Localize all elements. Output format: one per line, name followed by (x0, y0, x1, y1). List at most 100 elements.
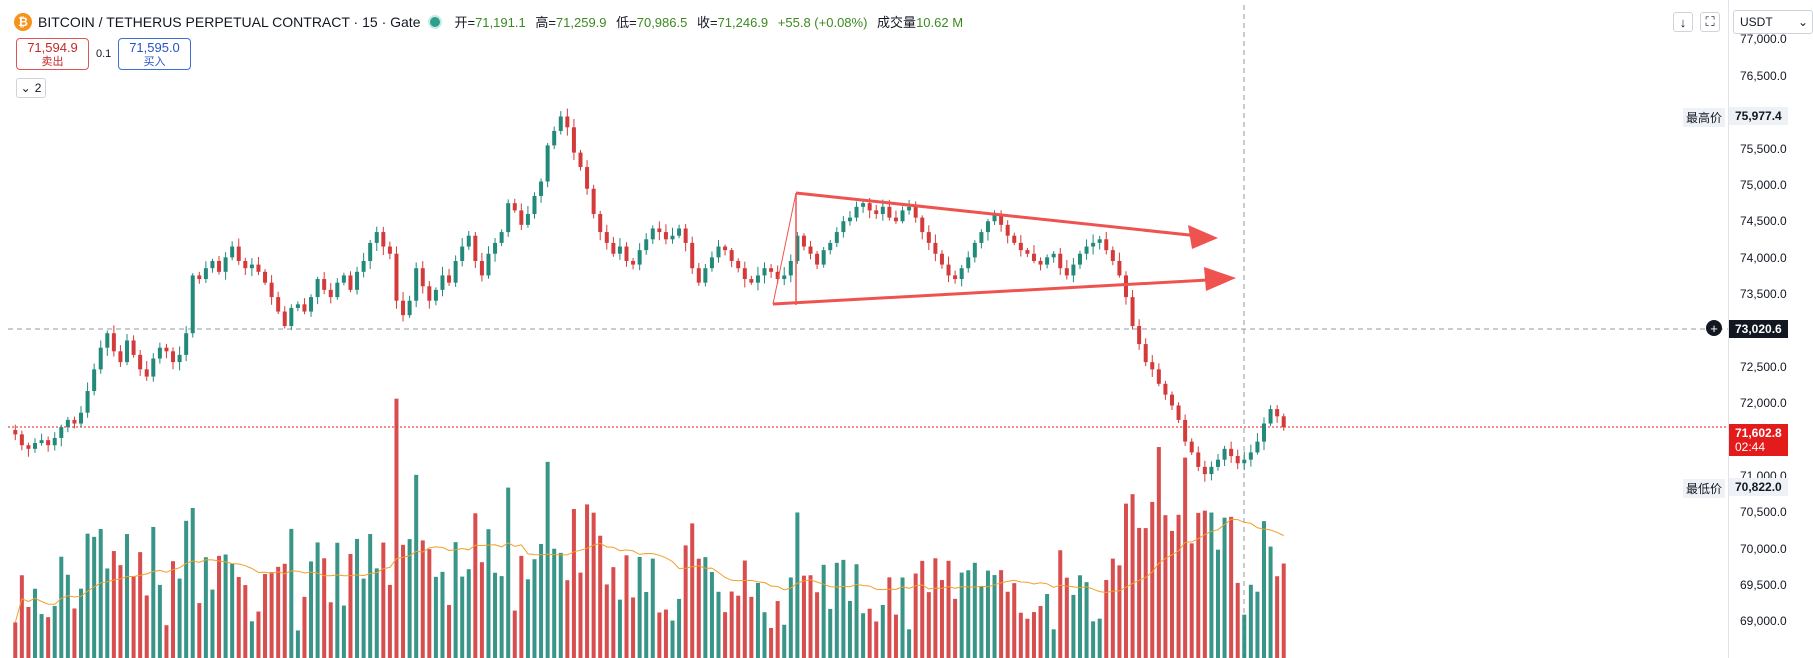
candle-body (716, 246, 721, 258)
volume-bar (539, 543, 544, 658)
candle-body (164, 347, 169, 352)
volume-bar (644, 592, 649, 658)
volume-bar (769, 627, 774, 658)
volume-bar (1189, 543, 1194, 658)
arrow-head-lower (1204, 267, 1236, 291)
candle-body (1045, 257, 1050, 265)
volume-bar (506, 487, 511, 658)
volume-bar (52, 605, 57, 658)
candle-body (98, 347, 103, 370)
volume-bar (374, 568, 379, 658)
candle-body (328, 289, 333, 298)
volume-bar (585, 504, 590, 658)
candle-body (414, 268, 419, 301)
candle-body (795, 235, 800, 261)
volume-bar (65, 574, 70, 658)
candle-body (1077, 253, 1082, 265)
buy-button[interactable]: 71,595.0 买入 (118, 38, 191, 70)
volume-bar (72, 608, 77, 658)
volume-bar (1117, 565, 1122, 658)
volume-bar (512, 610, 517, 658)
candle-body (893, 217, 898, 222)
volume-bar (401, 544, 406, 658)
volume-bar (263, 574, 268, 658)
buy-label: 买入 (143, 56, 166, 68)
volume-bar (887, 577, 892, 658)
volume-bar (670, 620, 675, 658)
candle-body (210, 260, 215, 269)
volume-bar (795, 512, 800, 658)
volume-bar (420, 540, 425, 658)
volume-bar (131, 576, 136, 658)
high-value: 71,259.9 (555, 15, 607, 30)
fullscreen-button[interactable]: ⛶ (1700, 12, 1720, 32)
volume-bar (269, 572, 274, 658)
candle-body (1242, 459, 1247, 464)
symbol-title[interactable]: BITCOIN / TETHERUS PERPETUAL CONTRACT · … (38, 13, 421, 30)
volume-bar (381, 542, 386, 658)
volume-value: 10.62 M (916, 15, 964, 30)
candle-body (447, 275, 452, 283)
candle-body (1071, 264, 1076, 276)
arrow-head-upper (1188, 225, 1218, 249)
volume-bar (742, 560, 747, 658)
indicator-toggle[interactable]: ⌄ 2 (16, 78, 46, 98)
price-tick: 77,000.0 (1740, 32, 1787, 46)
sell-price: 71,594.9 (27, 40, 78, 55)
volume-bar (617, 599, 622, 658)
volume-bar (854, 564, 859, 658)
candle-body (1281, 416, 1286, 428)
volume-bar (1176, 514, 1181, 658)
volume-bar (834, 562, 839, 658)
price-tick: 69,500.0 (1740, 578, 1787, 592)
volume-bar (190, 508, 195, 658)
low-price-label: 最低价 (1683, 479, 1726, 498)
volume-bar (105, 568, 110, 658)
candle-body (657, 228, 662, 233)
volume-bar (979, 585, 984, 658)
candle-body (427, 286, 432, 301)
add-alert-icon[interactable]: + (1706, 320, 1722, 336)
volume-bar (118, 565, 123, 658)
candle-body (190, 275, 195, 334)
chart-area[interactable] (8, 5, 1728, 658)
volume-bar (677, 598, 682, 658)
candle-body (782, 275, 787, 280)
candle-body (525, 214, 530, 225)
spread-value: 0.1 (96, 48, 112, 60)
candle-body (493, 242, 498, 254)
volume-bar (847, 600, 852, 658)
volume-bar (111, 551, 116, 658)
price-tick: 76,500.0 (1740, 69, 1787, 83)
volume-bar (295, 630, 300, 658)
arrow-down-icon: ↓ (1679, 14, 1687, 30)
candle-body (828, 242, 833, 251)
volume-bar (729, 591, 734, 658)
high-price-label: 最高价 (1683, 108, 1726, 127)
candle-body (920, 217, 925, 233)
candle-body (486, 253, 491, 276)
price-tick: 69,000.0 (1740, 614, 1787, 628)
volume-bar (650, 558, 655, 658)
volume-bar (223, 554, 228, 658)
candle-body (19, 434, 24, 446)
candle-body (407, 300, 412, 316)
candle-body (177, 354, 182, 363)
candle-body (387, 246, 392, 254)
candle-body (1084, 246, 1089, 254)
candlestick-chart[interactable] (8, 5, 1728, 658)
volume-bar (157, 584, 162, 658)
download-button[interactable]: ↓ (1673, 12, 1693, 32)
volume-bar (1031, 612, 1036, 658)
volume-bar (46, 617, 51, 658)
candle-body (1189, 441, 1194, 453)
candle-body (302, 304, 307, 312)
volume-bar (177, 578, 182, 658)
volume-bar (1156, 447, 1161, 658)
candle-body (946, 264, 951, 276)
candle-body (361, 260, 366, 272)
currency-select[interactable]: USDT ⌄ (1733, 10, 1813, 34)
volume-bar (565, 580, 570, 658)
sell-button[interactable]: 71,594.9 卖出 (16, 38, 89, 70)
candle-body (670, 235, 675, 240)
